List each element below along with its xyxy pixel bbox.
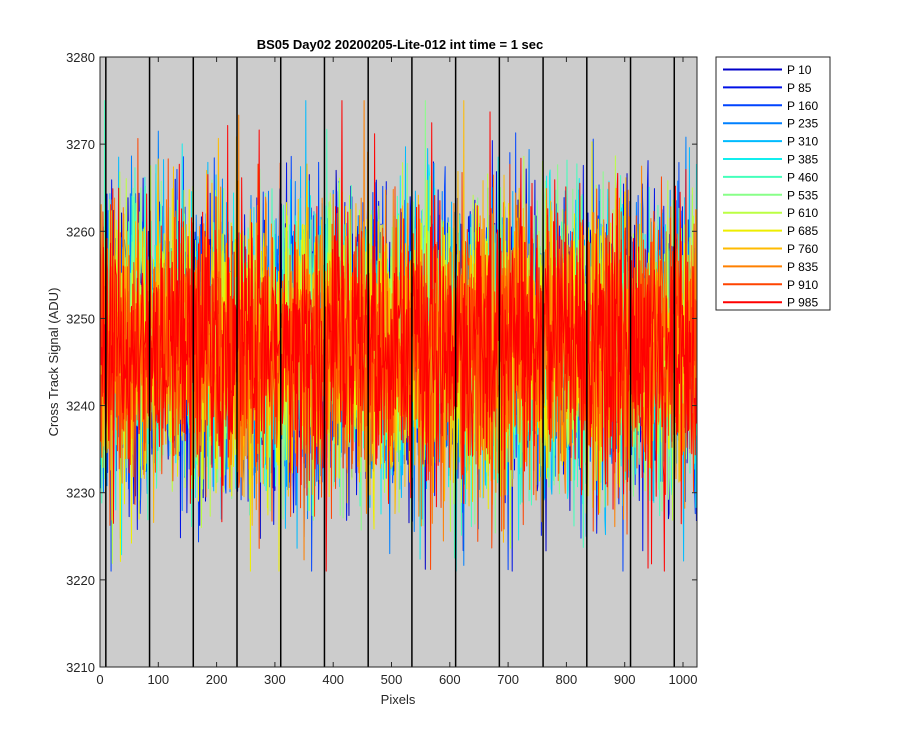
- legend-label: P 385: [787, 153, 818, 167]
- axis-ticks-layer: 0 100 200 300 400 500 600 700 800 900 1000 3210 3220…: [66, 50, 697, 687]
- x-tick-label: 200: [206, 672, 228, 687]
- legend-box: [715, 56, 831, 311]
- y-tick-label: 3270: [66, 137, 95, 152]
- legend-label: P 535: [787, 188, 818, 202]
- x-tick-label: 700: [497, 672, 519, 687]
- y-tick-label: 3240: [66, 399, 95, 414]
- y-axis-label: Cross Track Signal (ADU): [46, 288, 61, 437]
- x-tick-label: 300: [264, 672, 286, 687]
- legend-items: P 10 P 85 P 160 P 235 P 310 P 385 P 460 P 535 P …: [723, 63, 818, 310]
- vertical-lines-layer: [105, 57, 676, 667]
- x-tick-label: 900: [614, 672, 636, 687]
- y-tick-label: 3260: [66, 224, 95, 239]
- legend-label: P 160: [787, 99, 818, 113]
- legend-label: P 10: [787, 63, 812, 77]
- y-tick-label: 3230: [66, 486, 95, 501]
- legend-label: P 760: [787, 242, 818, 256]
- x-tick-label: 600: [439, 672, 461, 687]
- legend-label: P 85: [787, 81, 812, 95]
- x-tick-label: 100: [147, 672, 169, 687]
- x-axis-label: Pixels: [381, 692, 416, 707]
- legend-label: P 235: [787, 117, 818, 131]
- y-tick-label: 3280: [66, 50, 95, 65]
- series-layer: [99, 100, 697, 572]
- legend-label: P 610: [787, 206, 818, 220]
- legend: P 10 P 85 P 160 P 235 P 310 P 385 P 460 P 535 P …: [715, 56, 831, 311]
- plot-frame: [99, 56, 698, 668]
- y-tick-label: 3250: [66, 311, 95, 326]
- legend-label: P 460: [787, 170, 818, 184]
- series-line-p985: [99, 100, 697, 572]
- legend-label: P 910: [787, 278, 818, 292]
- x-tick-label: 0: [96, 672, 103, 687]
- x-tick-label: 800: [556, 672, 578, 687]
- legend-label: P 685: [787, 224, 818, 238]
- x-tick-label: 1000: [669, 672, 698, 687]
- legend-label: P 310: [787, 135, 818, 149]
- y-tick-label: 3220: [66, 573, 95, 588]
- legend-label: P 835: [787, 260, 818, 274]
- x-tick-label: 500: [381, 672, 403, 687]
- legend-label: P 985: [787, 296, 818, 310]
- y-tick-label: 3210: [66, 660, 95, 675]
- x-tick-label: 400: [322, 672, 344, 687]
- chart-title: BS05 Day02 20200205-Lite-012 int time = …: [257, 37, 544, 52]
